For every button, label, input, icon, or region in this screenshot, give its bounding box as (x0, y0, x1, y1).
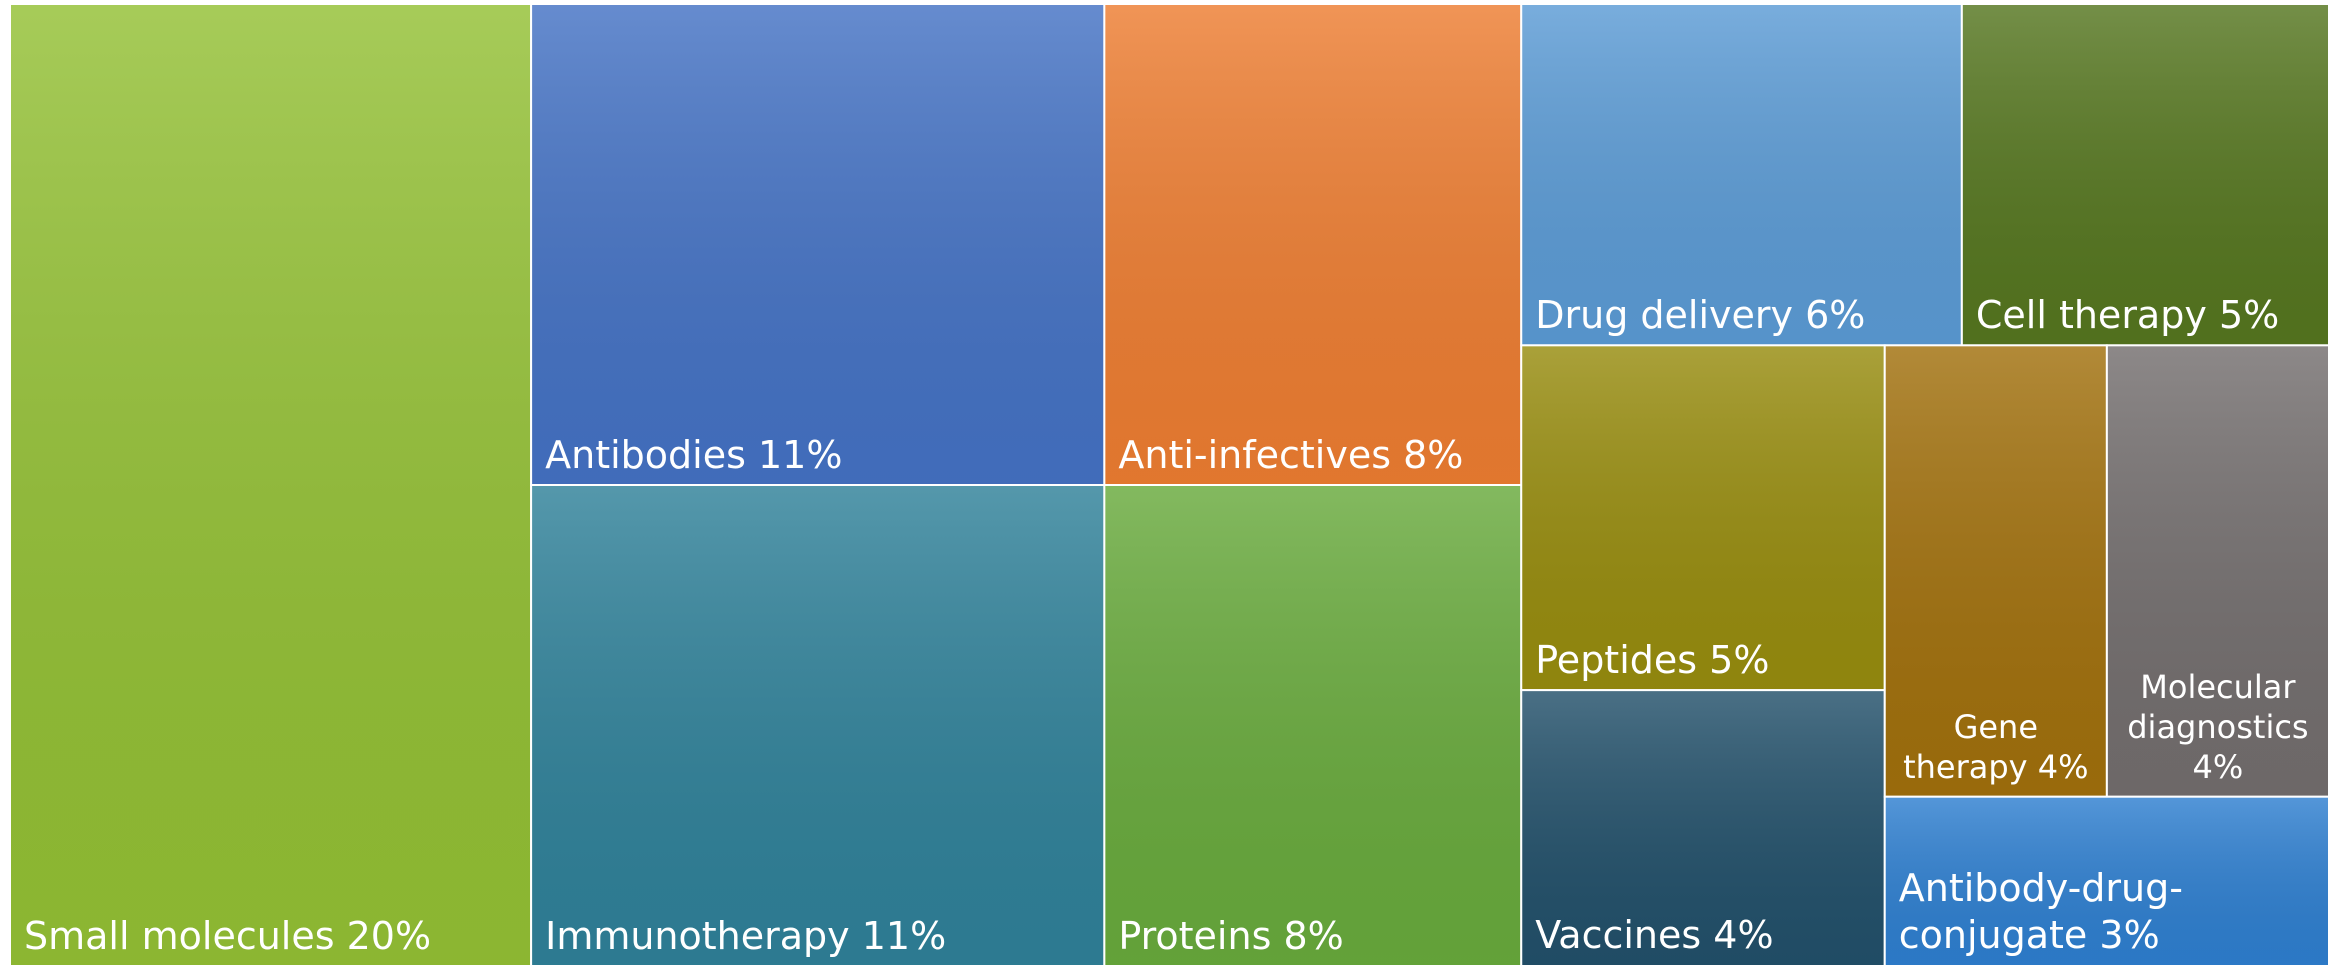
tile-label-box: Cell therapy 5% (1962, 4, 2329, 345)
category-name: Proteins (1118, 913, 1272, 958)
value-label: 5% (1709, 637, 1770, 682)
value-label: 8% (1283, 913, 1344, 958)
tile-label: Anti-infectives 8% (1104, 4, 1521, 485)
tile-label: Peptides 5% (1521, 345, 1884, 690)
category-name: Drug delivery (1535, 292, 1794, 337)
value-label: 5% (2218, 292, 2280, 337)
tile-label: Cell therapy 5% (1962, 4, 2329, 345)
tile-label: Gene therapy 4% (1885, 345, 2107, 796)
tile-label: Small molecules 20% (10, 4, 531, 966)
value-label: 3% (2099, 913, 2160, 958)
tile-label-box: Immunotherapy 11% (531, 485, 1104, 966)
value-label: 8% (1403, 432, 1464, 477)
tile-label-box: Peptides 5% (1521, 345, 1884, 690)
tile-label-box: Anti-infectives 8% (1104, 4, 1521, 485)
tile-label: Molecular diagnostics 4% (2107, 345, 2329, 796)
value-label: 4% (2037, 747, 2089, 786)
category-name: Gene therapy (1903, 707, 2039, 786)
tile-label-box: Small molecules 20% (10, 4, 531, 966)
value-label: 4% (1713, 913, 1774, 958)
category-name: Antibodies (545, 432, 746, 477)
category-name: Small molecules (24, 913, 335, 958)
tile-label-box: Drug delivery 6% (1521, 4, 1962, 345)
category-name: Cell therapy (1975, 292, 2207, 337)
value-label: 6% (1805, 292, 1866, 337)
category-name: Peptides (1535, 637, 1698, 682)
value-label: 11% (861, 913, 947, 958)
tile-label-box: Antibody-drug-conjugate 3% (1885, 797, 2329, 966)
tile-label-box: Molecular diagnostics 4% (2107, 345, 2329, 796)
category-name: Anti-infectives (1118, 432, 1392, 477)
category-name: Antibody-drug-conjugate (1898, 865, 2183, 958)
tile-label-box: Gene therapy 4% (1885, 345, 2107, 796)
tile-label: Drug delivery 6% (1521, 4, 1962, 345)
category-name: Immunotherapy (545, 913, 850, 958)
category-name: Vaccines (1535, 913, 1702, 958)
tile-label-box: Vaccines 4% (1521, 690, 1884, 966)
tile-label: Proteins 8% (1104, 485, 1521, 966)
tile-label-box: Antibodies 11% (531, 4, 1104, 485)
tile-label: Antibodies 11% (531, 4, 1104, 485)
value-label: 4% (2192, 747, 2244, 786)
tile-label-box: Proteins 8% (1104, 485, 1521, 966)
value-label: 11% (757, 432, 843, 477)
category-name: Molecular diagnostics (2127, 667, 2309, 746)
tile-label: Antibody-drug-conjugate 3% (1885, 797, 2329, 966)
tile-label: Immunotherapy 11% (531, 485, 1104, 966)
value-label: 20% (346, 913, 432, 958)
tile-label: Vaccines 4% (1521, 690, 1884, 966)
